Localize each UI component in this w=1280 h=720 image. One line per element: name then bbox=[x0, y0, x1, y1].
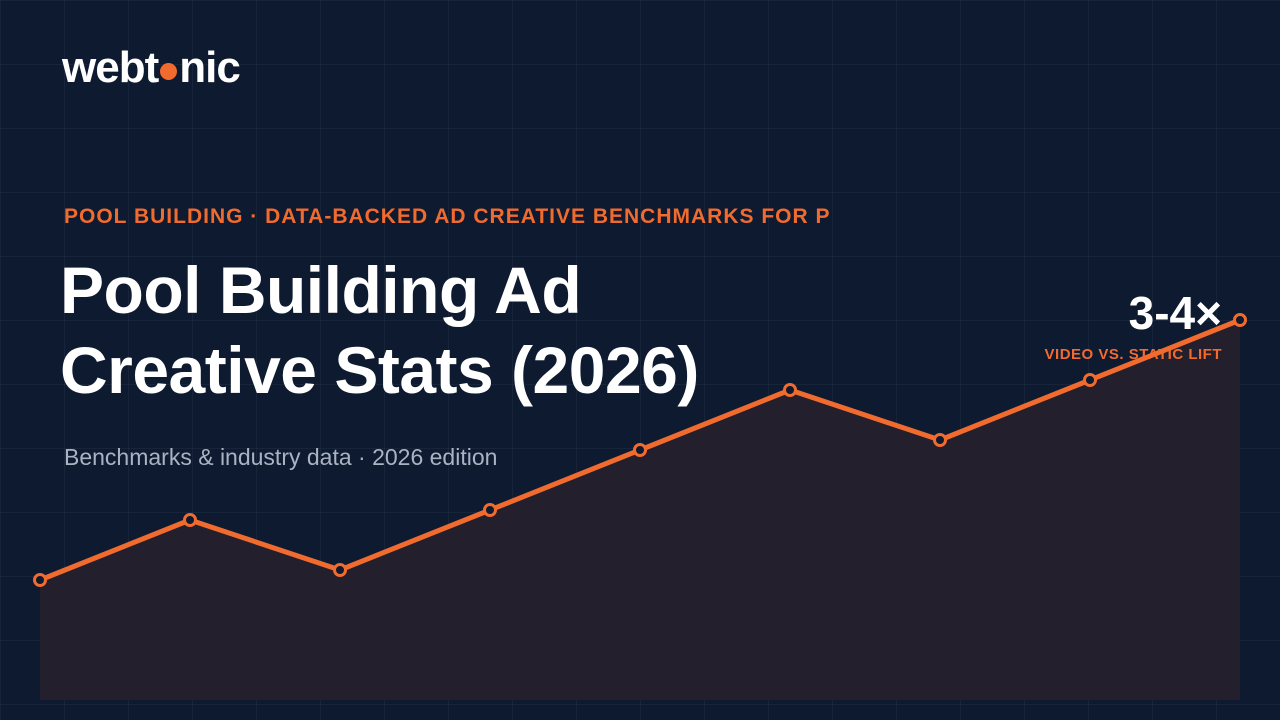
chart-point-2 bbox=[183, 513, 197, 527]
stat-value: 3-4× bbox=[1128, 287, 1222, 339]
chart-point-9 bbox=[1233, 313, 1247, 327]
chart-point-7 bbox=[933, 433, 947, 447]
chart-point-1 bbox=[33, 573, 47, 587]
chart-area-fill bbox=[40, 320, 1240, 700]
stat-callout: 3-4× VIDEO VS. STATIC LIFT bbox=[1045, 290, 1222, 363]
subtitle: Benchmarks & industry data · 2026 editio… bbox=[64, 444, 498, 470]
title-line-2: Creative Stats (2026) bbox=[60, 333, 699, 407]
logo-text-left: webt bbox=[62, 43, 159, 92]
chart-point-5 bbox=[633, 443, 647, 457]
eyebrow-text: POOL BUILDING · DATA-BACKED AD CREATIVE … bbox=[64, 205, 831, 228]
logo-dot-icon bbox=[160, 62, 178, 80]
chart-point-8 bbox=[1083, 373, 1097, 387]
chart-points bbox=[33, 313, 1247, 587]
page-title: Pool Building Ad Creative Stats (2026) bbox=[60, 250, 860, 410]
chart-point-4 bbox=[483, 503, 497, 517]
webtonic-logo: webt nic bbox=[62, 43, 241, 92]
title-line-1: Pool Building Ad bbox=[60, 253, 582, 327]
chart-point-6 bbox=[783, 383, 797, 397]
stat-label: VIDEO VS. STATIC LIFT bbox=[1044, 346, 1222, 363]
logo-text-right: nic bbox=[179, 43, 241, 92]
chart-point-3 bbox=[333, 563, 347, 577]
